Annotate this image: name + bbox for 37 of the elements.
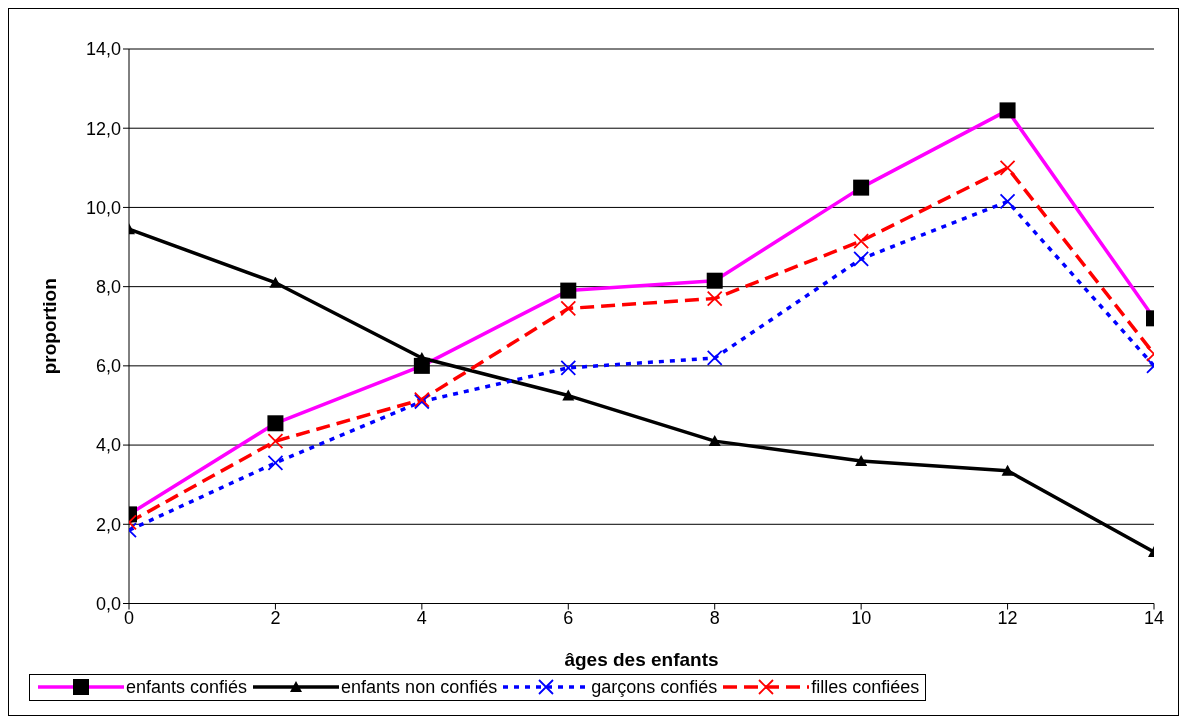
point (853, 251, 870, 267)
point (269, 276, 282, 288)
point (999, 159, 1016, 176)
y-tick-label: 14,0 (85, 39, 121, 60)
y-tick-label: 10,0 (85, 197, 121, 218)
point (267, 454, 284, 471)
point (562, 389, 575, 401)
y-axis-title: proportion (38, 278, 60, 375)
legend-label: filles confiées (811, 676, 920, 698)
y-tick-label: 4,0 (95, 435, 121, 456)
point (853, 233, 870, 249)
point (1001, 464, 1014, 476)
legend-label: garçons confiés (591, 676, 718, 698)
point (999, 193, 1016, 210)
x-tick-label: 6 (563, 608, 574, 629)
y-tick-label: 12,0 (85, 118, 121, 139)
legend-label: enfants confiés (126, 676, 248, 698)
x-tick-label: 4 (416, 608, 427, 629)
y-tick-label: 8,0 (95, 277, 121, 298)
y-tick-label: 6,0 (95, 356, 121, 377)
x-tick-label: 0 (123, 608, 135, 629)
point (267, 433, 284, 450)
y-tick-label: 2,0 (95, 514, 121, 535)
x-tick-label: 14 (1143, 608, 1165, 629)
legend-label: enfants non confiés (341, 676, 498, 698)
point (706, 290, 723, 307)
point (855, 454, 868, 466)
x-tick-label: 2 (270, 608, 281, 629)
x-tick-label: 12 (997, 608, 1018, 629)
point (560, 300, 577, 317)
x-axis-title: âges des enfants (564, 648, 719, 670)
x-tick-label: 10 (851, 608, 872, 629)
point (708, 435, 721, 447)
point (706, 350, 723, 366)
x-tick-label: 8 (709, 608, 720, 629)
y-tick-label: 0,0 (95, 593, 121, 614)
point (560, 359, 577, 376)
